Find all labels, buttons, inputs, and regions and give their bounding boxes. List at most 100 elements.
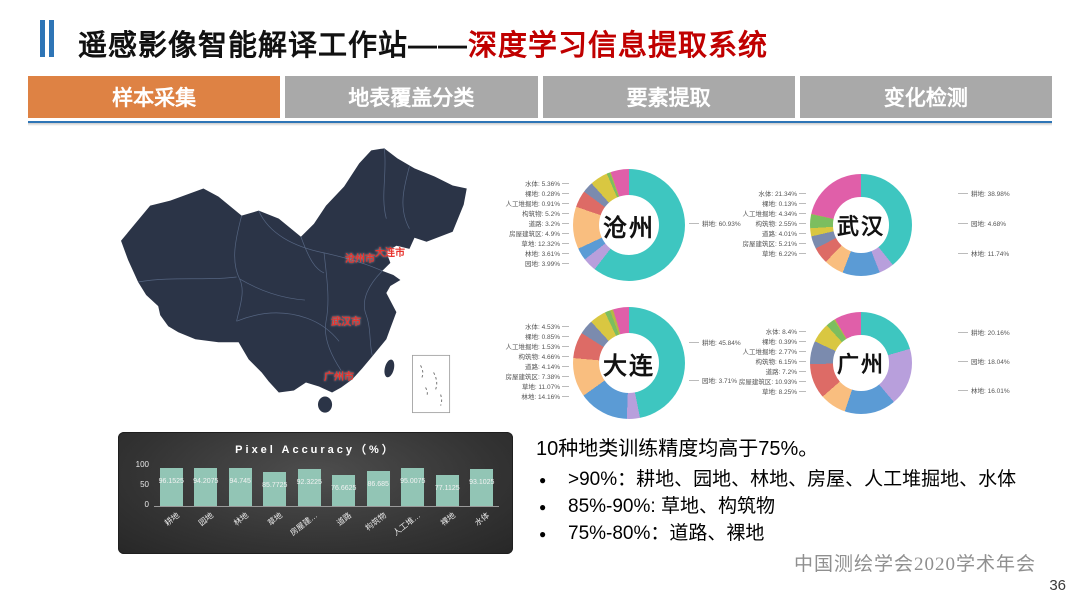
pie-label: 水体: 4.53% [525, 323, 569, 333]
y-tick-100: 100 [135, 460, 149, 469]
bar-cell: 95.0075 [396, 468, 431, 506]
bar [332, 475, 356, 506]
x-label-cell: 道路 [327, 507, 362, 547]
x-label-cell: 水体 [465, 507, 500, 547]
bar-cell: 94.745 [223, 468, 258, 506]
x-label-cell: 裸地 [430, 507, 465, 547]
pie-label: 草地: 6.22% [762, 250, 806, 260]
pie-label: 房屋建筑区: 4.9% [509, 230, 569, 240]
x-axis-labels: 耕地 园地 林地 草地 房屋建… 道路 构筑物 人工堆… 裸地 水体 [154, 507, 499, 547]
pie-label: 道路: 4.01% [762, 230, 806, 240]
x-label-cell: 林地 [223, 507, 258, 547]
conference-footer: 中国测绘学会2020学术年会 [793, 554, 1036, 575]
pie-label: 构筑物: 4.66% [518, 353, 569, 363]
pie-label: 裸地: 0.39% [762, 338, 806, 348]
pie-label: 园地: 18.04% [958, 358, 1064, 368]
pie-label: 草地: 11.07% [522, 383, 569, 393]
pie-right-labels: 耕地: 45.84% 园地: 3.71% [689, 292, 747, 434]
x-label-cell: 园地 [189, 507, 224, 547]
pie-label: 园地: 3.99% [525, 260, 569, 270]
pie-label: 裸地: 0.13% [762, 200, 806, 210]
hainan-island [317, 396, 333, 413]
map-label-cangzhou: 沧州市 [345, 254, 375, 265]
pie-chart-wuhan: 水体: 21.34% 裸地: 0.13% 人工堆掘地: 4.34% 构筑物: 2.55… [742, 152, 1064, 298]
pie-label: 构筑物: 2.55% [755, 220, 806, 230]
tab-sample-collection[interactable]: 样本采集 [28, 76, 281, 118]
pie-label: 房屋建筑区: 5.21% [742, 240, 806, 250]
bar-value-label: 96.1525 [158, 477, 184, 485]
x-label-cell: 人工堆… [392, 507, 431, 547]
bar [194, 468, 218, 506]
bar-value-label: 95.0075 [400, 478, 426, 485]
pie-city-name: 沧州 [603, 214, 655, 242]
map-label-wuhan: 武汉市 [331, 317, 361, 328]
x-axis-label: 人工堆… [391, 510, 423, 538]
bar [159, 467, 183, 506]
page-number: 36 [1049, 577, 1066, 594]
pie-label: 水体: 8.4% [766, 328, 806, 338]
pie-label: 园地: 3.71% [689, 377, 747, 387]
china-map-svg [121, 148, 467, 414]
pie-chart-dalian: 水体: 4.53% 裸地: 0.85% 人工堆掘地: 1.53% 构筑物: 4.66%… [505, 292, 747, 434]
page-title-red: 深度学习信息提取系统 [468, 30, 769, 62]
bar-value-label: 94.2075 [193, 478, 219, 486]
pie-chart-cangzhou: 水体: 5.36% 裸地: 0.28% 人工堆掘地: 0.91% 构筑物: 5.2% 道… [505, 150, 747, 300]
x-axis-label: 林地 [231, 510, 250, 528]
bars-row: 96.1525 94.2075 94.745 85.7725 92.3225 76.662… [154, 462, 499, 506]
pie-label: 人工堆掘地: 4.34% [742, 210, 806, 220]
pie-label: 房屋建筑区: 10.93% [739, 378, 806, 388]
x-axis-label: 道路 [335, 510, 354, 528]
pie-label: 道路: 3.2% [529, 220, 569, 230]
tab-underline [28, 121, 1052, 123]
china-outline [121, 148, 467, 393]
x-label-cell: 耕地 [154, 507, 189, 547]
pixel-accuracy-panel: Pixel Accuracy（%） 100 50 0 96.1525 94.207… [118, 432, 513, 554]
donut-ring: 武汉 [810, 174, 912, 276]
x-axis-label: 房屋建… [288, 510, 319, 538]
pie-label: 林地: 11.74% [958, 250, 1064, 260]
pie-left-labels: 水体: 8.4% 裸地: 0.39% 人工堆掘地: 2.77% 构筑物: 6.15% 道… [739, 328, 806, 398]
bar-cell: 93.1025 [465, 468, 500, 506]
bar-chart-plot: 100 50 0 96.1525 94.2075 94.745 85.7725 92.3… [136, 460, 499, 509]
donut-ring: 沧州 [573, 169, 685, 281]
pie-chart-guangzhou: 水体: 8.4% 裸地: 0.39% 人工堆掘地: 2.77% 构筑物: 6.15% 道… [739, 292, 1064, 434]
bar-value-label: 94.745 [229, 478, 251, 486]
bar [263, 471, 287, 506]
x-axis-label: 水体 [473, 510, 492, 528]
pie-label: 水体: 21.34% [758, 190, 806, 200]
pie-label: 草地: 8.25% [762, 388, 806, 398]
bar-value-label: 77.1125 [434, 485, 460, 493]
bar-cell: 86.685 [361, 471, 396, 506]
pie-left-labels: 水体: 4.53% 裸地: 0.85% 人工堆掘地: 1.53% 构筑物: 4.66%… [505, 323, 569, 404]
pie-label: 房屋建筑区: 7.38% [505, 373, 569, 383]
notes-list: >90%：耕地、园地、林地、房屋、人工堆掘地、水体 85%-90%: 草地、构筑… [536, 467, 1048, 548]
taiwan-island [384, 359, 395, 378]
pie-label: 人工堆掘地: 1.53% [505, 343, 569, 353]
bar [228, 468, 252, 506]
x-axis-label: 耕地 [162, 510, 181, 528]
bar-value-label: 92.3225 [296, 479, 322, 487]
note-item-gt90: >90%：耕地、园地、林地、房屋、人工堆掘地、水体 [536, 467, 1048, 494]
pie-label: 耕地: 60.93% [689, 220, 747, 230]
pie-city-name: 大连 [603, 352, 655, 380]
bar-cell: 94.2075 [189, 468, 224, 506]
notes-title: 10种地类训练精度均高于75%。 [536, 438, 819, 460]
pie-city-name: 武汉 [836, 214, 885, 239]
summary-notes: 10种地类训练精度均高于75%。 >90%：耕地、园地、林地、房屋、人工堆掘地、… [536, 432, 1048, 548]
map-label-guangzhou: 广州市 [324, 372, 354, 383]
bar [401, 468, 425, 506]
pie-label: 构筑物: 5.2% [522, 210, 569, 220]
bar-chart-title: Pixel Accuracy（%） [235, 444, 396, 456]
bar [470, 468, 494, 506]
tab-landcover-classification[interactable]: 地表覆盖分类 [285, 76, 538, 118]
map-label-dalian: 大连市 [375, 248, 405, 259]
tab-feature-extraction[interactable]: 要素提取 [542, 76, 795, 118]
bar-cell: 92.3225 [292, 469, 327, 506]
tab-change-detection[interactable]: 变化检测 [799, 76, 1052, 118]
bar [366, 471, 390, 506]
pie-label: 构筑物: 6.15% [755, 358, 806, 368]
bar-value-label: 85.7725 [262, 481, 288, 489]
donut-ring: 大连 [573, 307, 685, 419]
pie-label: 林地: 14.16% [521, 393, 569, 403]
x-axis-label: 构筑物 [363, 510, 388, 533]
